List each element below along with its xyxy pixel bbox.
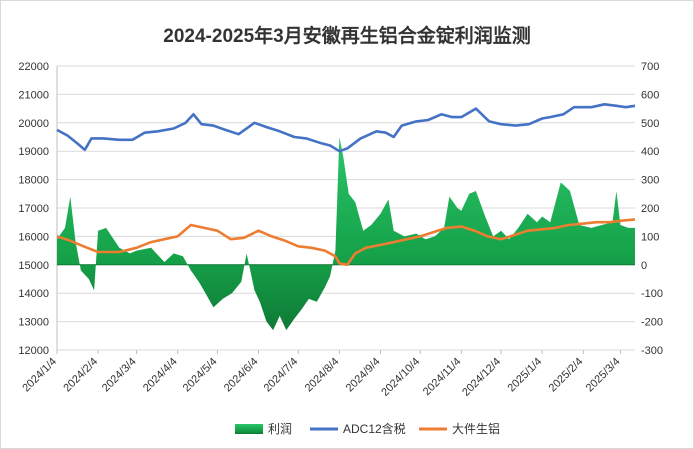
right-axis-ticks: 700 600 500 400 300 200 100 0 -100 -200 -300 <box>641 61 663 357</box>
y-right-tick-label: 600 <box>641 89 659 101</box>
x-tick-label: 2024/10/4 <box>379 356 422 399</box>
y-right-tick-label: 100 <box>641 231 659 243</box>
x-tick-label: 2024/3/4 <box>100 356 139 395</box>
y-left-tick-label: 12000 <box>18 345 49 357</box>
x-tick-label: 2024/5/4 <box>181 356 220 395</box>
y-left-tick-label: 22000 <box>18 61 49 73</box>
y-right-tick-label: -100 <box>641 288 663 300</box>
x-tick-label: 2025/3/4 <box>584 356 623 395</box>
y-left-tick-label: 21000 <box>18 89 49 101</box>
profit-area <box>57 137 635 331</box>
legend: 利润 ADC12含税 大件生铝 <box>235 421 500 436</box>
y-left-tick-label: 15000 <box>18 260 49 272</box>
y-right-tick-label: 0 <box>641 260 647 272</box>
y-left-tick-label: 13000 <box>18 317 49 329</box>
y-right-tick-label: 700 <box>641 61 659 73</box>
y-left-tick-label: 18000 <box>18 175 49 187</box>
y-right-tick-label: -300 <box>641 345 663 357</box>
y-right-tick-label: -200 <box>641 317 663 329</box>
legend-label: ADC12含税 <box>343 421 406 436</box>
y-left-tick-label: 19000 <box>18 146 49 158</box>
x-tick-label: 2024/12/4 <box>460 356 503 399</box>
x-tick-label: 2024/1/4 <box>20 356 59 395</box>
x-tick-label: 2024/2/4 <box>61 356 100 395</box>
y-left-tick-label: 20000 <box>18 118 49 130</box>
adc12-line <box>56 103 636 153</box>
profit-area-layer <box>57 137 635 331</box>
y-right-tick-label: 400 <box>641 146 659 158</box>
x-tick-label: 2024/11/4 <box>421 356 464 399</box>
chart-title: 2024-2025年3月安徽再生铝合金锭利润监测 <box>163 24 530 47</box>
y-left-tick-label: 14000 <box>18 288 49 300</box>
lines-layer <box>56 103 636 267</box>
legend-label: 利润 <box>268 422 292 436</box>
y-right-tick-label: 500 <box>641 118 659 130</box>
x-tick-label: 2025/2/4 <box>547 356 586 395</box>
x-tick-label: 2024/4/4 <box>141 356 180 395</box>
x-tick-label: 2025/1/4 <box>506 356 545 395</box>
scrap-aluminum-line <box>56 218 636 267</box>
x-axis-ticks: 2024/1/4 2024/2/4 2024/3/4 2024/4/4 2024/5/4… <box>20 350 623 399</box>
y-left-tick-label: 17000 <box>18 203 49 215</box>
x-tick-label: 2024/7/4 <box>262 356 301 395</box>
x-tick-label: 2024/8/4 <box>303 356 342 395</box>
legend-swatch-profit <box>235 424 263 434</box>
y-right-tick-label: 300 <box>641 175 659 187</box>
y-left-tick-label: 16000 <box>18 231 49 243</box>
x-tick-label: 2024/9/4 <box>344 356 383 395</box>
legend-label: 大件生铝 <box>452 421 500 436</box>
y-right-tick-label: 200 <box>641 203 659 215</box>
left-axis-ticks: 22000 21000 20000 19000 18000 17000 16000 15000… <box>18 61 49 357</box>
x-tick-label: 2024/6/4 <box>222 356 261 395</box>
